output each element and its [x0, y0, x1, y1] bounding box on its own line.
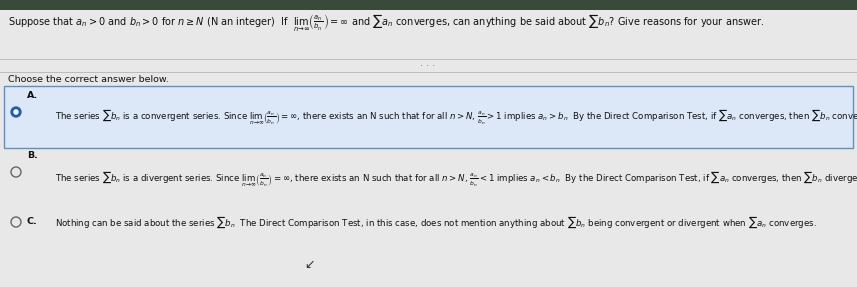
- Text: Nothing can be said about the series $\sum b_n$  The Direct Comparison Test, in : Nothing can be said about the series $\s…: [55, 214, 817, 230]
- Circle shape: [14, 110, 18, 114]
- Text: Choose the correct answer below.: Choose the correct answer below.: [8, 75, 169, 84]
- Text: The series $\sum b_n$ is a convergent series. Since $\lim_{n\to\infty}\left(\fra: The series $\sum b_n$ is a convergent se…: [55, 107, 857, 127]
- Text: C.: C.: [27, 218, 38, 226]
- Text: B.: B.: [27, 152, 38, 160]
- Text: Suppose that $a_n>0$ and $b_n>0$ for $n\geq N$ (N an integer)  If  $\lim_{n\to\i: Suppose that $a_n>0$ and $b_n>0$ for $n\…: [8, 13, 764, 34]
- Text: ↙: ↙: [305, 259, 315, 272]
- Text: A.: A.: [27, 92, 39, 100]
- Text: · · ·: · · ·: [421, 61, 435, 71]
- FancyBboxPatch shape: [0, 10, 857, 57]
- Text: The series $\sum b_n$ is a divergent series. Since $\lim_{n\to\infty}\left(\frac: The series $\sum b_n$ is a divergent ser…: [55, 169, 857, 189]
- FancyBboxPatch shape: [4, 86, 853, 148]
- Circle shape: [11, 107, 21, 117]
- FancyBboxPatch shape: [0, 0, 857, 10]
